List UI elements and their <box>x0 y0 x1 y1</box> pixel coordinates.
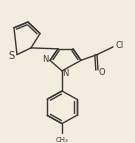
Text: S: S <box>8 51 14 61</box>
Text: CH₃: CH₃ <box>56 137 68 143</box>
Text: O: O <box>99 68 105 77</box>
Text: N: N <box>62 69 68 78</box>
Text: Cl: Cl <box>116 40 124 49</box>
Text: N: N <box>42 55 48 64</box>
